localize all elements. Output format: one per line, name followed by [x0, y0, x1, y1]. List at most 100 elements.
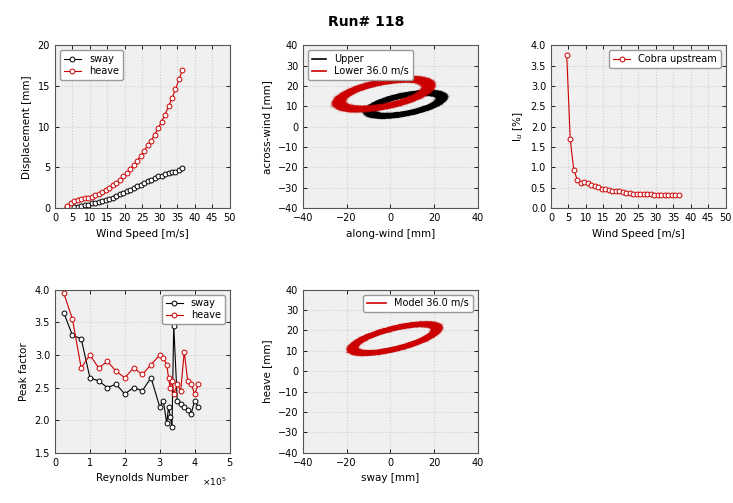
sway: [103, 384, 111, 390]
sway: [140, 180, 149, 186]
sway: [180, 404, 188, 410]
heave: [136, 153, 145, 159]
Line: sway: sway: [65, 166, 185, 210]
heave: [140, 148, 149, 154]
heave: [95, 365, 103, 371]
Cobra upstream: [622, 190, 630, 196]
heave: [101, 187, 110, 193]
sway: [174, 167, 183, 173]
heave: [87, 194, 96, 200]
sway: [157, 173, 166, 179]
Y-axis label: I$_u$ [%]: I$_u$ [%]: [512, 112, 525, 142]
sway: [87, 200, 96, 206]
Legend: Model 36.0 m/s: Model 36.0 m/s: [363, 295, 473, 312]
heave: [180, 349, 188, 355]
Cobra upstream: [618, 189, 627, 195]
heave: [147, 138, 155, 144]
Cobra upstream: [632, 191, 641, 197]
sway: [111, 381, 120, 387]
Legend: Upper, Lower 36.0 m/s: Upper, Lower 36.0 m/s: [308, 50, 413, 80]
Cobra upstream: [636, 191, 644, 197]
heave: [129, 162, 138, 168]
heave: [120, 375, 129, 381]
Cobra upstream: [587, 182, 596, 188]
X-axis label: Reynolds Number: Reynolds Number: [96, 473, 188, 483]
sway: [101, 197, 110, 203]
Legend: sway, heave: sway, heave: [60, 50, 123, 80]
Cobra upstream: [625, 190, 634, 196]
Cobra upstream: [566, 136, 575, 142]
heave: [159, 355, 168, 361]
heave: [178, 67, 187, 73]
Legend: sway, heave: sway, heave: [162, 295, 225, 324]
heave: [138, 371, 147, 377]
Line: heave: heave: [62, 291, 201, 396]
Cobra upstream: [657, 192, 666, 198]
sway: [169, 322, 178, 328]
heave: [81, 196, 89, 202]
heave: [63, 203, 72, 209]
sway: [119, 190, 128, 196]
Cobra upstream: [590, 183, 599, 189]
heave: [187, 381, 196, 387]
X-axis label: sway [mm]: sway [mm]: [361, 473, 419, 483]
X-axis label: Wind Speed [m/s]: Wind Speed [m/s]: [96, 229, 188, 238]
sway: [81, 202, 89, 208]
sway: [171, 169, 180, 175]
heave: [77, 196, 86, 202]
sway: [162, 421, 171, 427]
sway: [77, 336, 86, 342]
X-axis label: along-wind [mm]: along-wind [mm]: [346, 229, 435, 238]
sway: [70, 204, 78, 210]
sway: [63, 204, 72, 210]
Cobra upstream: [601, 186, 610, 192]
sway: [187, 410, 196, 416]
sway: [59, 309, 68, 315]
sway: [164, 170, 173, 176]
heave: [111, 368, 120, 374]
sway: [155, 404, 164, 410]
Line: heave: heave: [65, 67, 185, 208]
heave: [166, 384, 174, 390]
heave: [86, 352, 95, 358]
sway: [147, 177, 155, 183]
heave: [59, 290, 68, 296]
sway: [105, 196, 114, 202]
heave: [171, 86, 180, 92]
heave: [119, 174, 128, 180]
sway: [183, 407, 192, 413]
sway: [129, 185, 138, 191]
sway: [133, 183, 141, 189]
heave: [73, 197, 82, 203]
sway: [166, 414, 174, 420]
heave: [154, 125, 163, 131]
heave: [168, 378, 177, 384]
Cobra upstream: [647, 191, 655, 197]
sway: [159, 397, 168, 403]
heave: [150, 132, 159, 138]
sway: [168, 170, 177, 176]
heave: [111, 180, 120, 186]
Text: Run# 118: Run# 118: [328, 15, 405, 29]
sway: [73, 204, 82, 210]
heave: [183, 378, 192, 384]
heave: [177, 388, 185, 394]
sway: [147, 375, 155, 381]
heave: [103, 359, 111, 365]
heave: [97, 189, 106, 195]
sway: [143, 179, 152, 185]
Cobra upstream: [597, 186, 606, 192]
sway: [150, 175, 159, 181]
Cobra upstream: [663, 192, 672, 198]
Cobra upstream: [594, 184, 603, 190]
Cobra upstream: [639, 191, 648, 197]
Cobra upstream: [649, 192, 658, 198]
sway: [95, 199, 103, 205]
sway: [111, 193, 120, 199]
heave: [108, 183, 117, 189]
sway: [178, 165, 187, 172]
Line: sway: sway: [62, 310, 201, 429]
sway: [125, 187, 134, 193]
sway: [138, 388, 147, 394]
heave: [122, 170, 131, 176]
